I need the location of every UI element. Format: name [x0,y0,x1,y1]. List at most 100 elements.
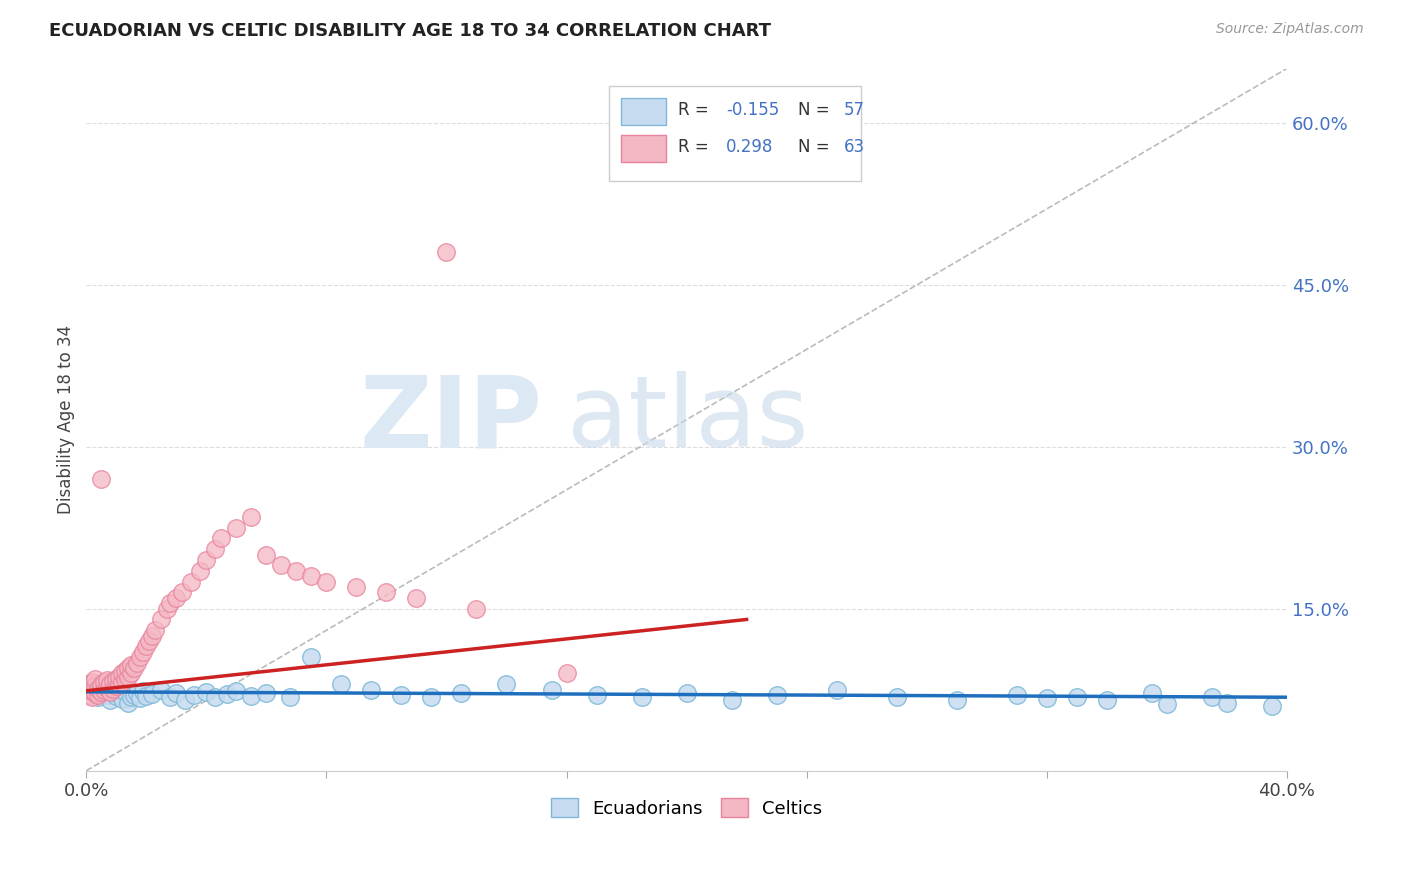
Point [135,689,157,703]
Point [1156,697,1178,711]
Point [114,665,136,679]
Point [103,683,125,698]
Point [143,624,166,638]
Point [240,689,263,703]
Point [159,596,181,610]
Text: 63: 63 [844,138,865,156]
Y-axis label: Disability Age 18 to 34: Disability Age 18 to 34 [58,325,75,514]
Point [96,673,118,687]
Point [150,612,173,626]
Point [555,666,578,681]
Point [132,645,155,659]
Point [82,682,104,697]
Point [195,553,218,567]
Point [93,682,115,697]
Point [124,688,146,702]
Point [720,693,742,707]
Point [436,245,458,260]
Point [87,690,110,705]
Text: R =: R = [678,138,714,156]
Legend: Ecuadorians, Celtics: Ecuadorians, Celtics [544,791,830,825]
Point [135,640,157,654]
Point [129,691,152,706]
Point [114,672,136,686]
Text: ZIP: ZIP [360,371,543,468]
Point [93,680,115,694]
Point [420,690,443,705]
Point [254,548,277,562]
Point [225,683,247,698]
Point [285,564,308,578]
Point [117,661,139,675]
Point [105,689,128,703]
Point [105,672,128,686]
Point [1261,698,1284,713]
Point [79,688,101,702]
Text: 0.298: 0.298 [725,138,773,156]
Point [825,682,848,697]
Point [172,585,194,599]
Point [630,690,652,705]
Point [391,688,413,702]
Point [159,690,181,705]
Point [450,686,472,700]
Point [156,601,179,615]
Point [82,690,104,705]
Point [270,558,292,573]
Point [165,686,187,700]
Text: ECUADORIAN VS CELTIC DISABILITY AGE 18 TO 34 CORRELATION CHART: ECUADORIAN VS CELTIC DISABILITY AGE 18 T… [49,22,772,40]
Point [79,682,101,697]
Text: -0.155: -0.155 [725,101,779,119]
Point [1035,691,1057,706]
Point [96,688,118,702]
Point [111,675,134,690]
Point [96,681,118,695]
Point [105,680,128,694]
Point [98,693,121,707]
Point [540,682,562,697]
Point [84,680,107,694]
Point [111,692,134,706]
Point [111,666,134,681]
Point [765,688,787,702]
Point [945,693,967,707]
Point [120,657,142,672]
Point [209,532,232,546]
Point [108,670,131,684]
Point [465,601,488,615]
Point [330,677,353,691]
Point [127,656,149,670]
Point [90,686,112,700]
Point [1140,686,1163,700]
Point [165,591,187,605]
Point [585,688,607,702]
Text: N =: N = [799,101,835,119]
FancyBboxPatch shape [620,136,666,162]
Point [1066,690,1088,705]
FancyBboxPatch shape [620,98,666,125]
Point [138,634,160,648]
Point [108,677,131,691]
Point [103,673,125,688]
Point [344,580,367,594]
Point [84,686,107,700]
Point [114,685,136,699]
Point [141,629,163,643]
Point [1201,690,1223,705]
Point [299,569,322,583]
Text: R =: R = [678,101,714,119]
Point [299,650,322,665]
Point [240,509,263,524]
Point [225,521,247,535]
Point [254,686,277,700]
Point [1095,693,1118,707]
Point [84,672,107,686]
Point [79,677,101,691]
Point [180,574,202,589]
Point [124,661,146,675]
Point [280,690,302,705]
Point [360,682,382,697]
Point [117,696,139,710]
Point [375,585,398,599]
Point [204,542,226,557]
